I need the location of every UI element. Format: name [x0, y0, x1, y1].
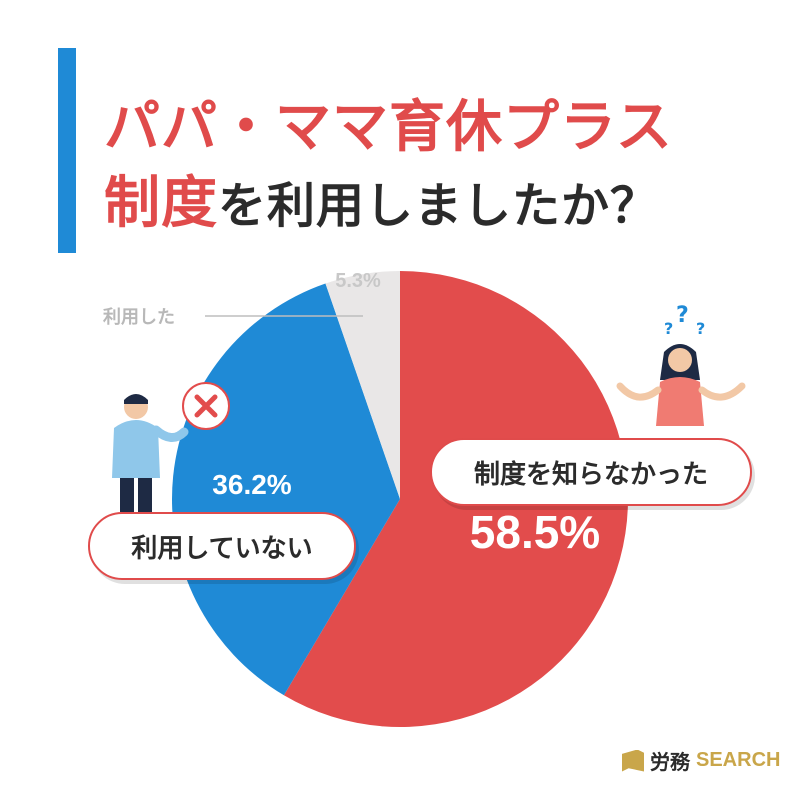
slice-used-value: 5.3% — [335, 270, 381, 292]
title-line-2: 制度を利用しましたか？ — [104, 158, 659, 239]
cross-mark-icon — [182, 382, 230, 430]
logo-book-icon — [622, 749, 644, 772]
question-mark-icon: ? — [676, 303, 689, 328]
man-illustration-icon — [112, 394, 189, 512]
slice-used — [325, 271, 400, 499]
question-mark-icon: ? — [696, 319, 705, 338]
logo-search: SEARCH — [696, 749, 781, 771]
title-rest: を利用しましたか？ — [218, 178, 660, 234]
logo: 労務 SEARCH — [622, 746, 780, 775]
unaware-bubble: 制度を知らなかった — [430, 438, 752, 506]
title-highlight: 制度 — [104, 171, 218, 236]
not-used-label: 利用していない — [131, 533, 313, 564]
question-mark-icon: ? — [664, 319, 673, 338]
slice-not-used-value: 36.2% — [212, 469, 291, 500]
title-line-1: パパ・ママ育休プラス — [104, 95, 673, 160]
not-used-bubble: 利用していない — [88, 512, 356, 580]
unaware-label: 制度を知らなかった — [473, 459, 708, 490]
title-accent-bar — [58, 48, 76, 253]
logo-kanji: 労務 — [650, 750, 690, 774]
used-label: 利用した — [103, 306, 175, 328]
slice-unaware-value: 58.5% — [470, 506, 600, 558]
woman-illustration-icon: ? ? ? — [616, 303, 746, 426]
slice-not-used — [171, 283, 400, 696]
